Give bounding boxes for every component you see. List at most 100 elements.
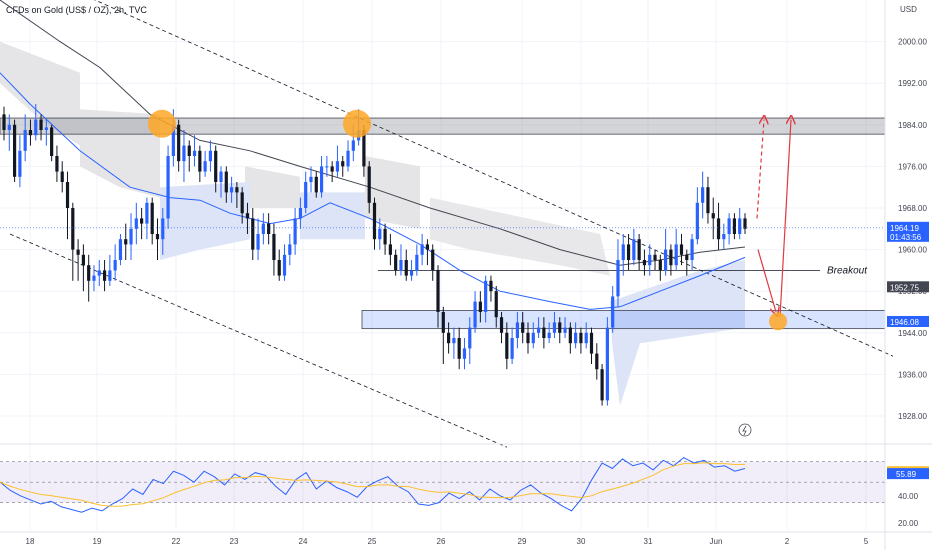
candle [595, 343, 599, 380]
candle-body [224, 171, 228, 193]
candle [642, 249, 647, 276]
candle-body [542, 327, 546, 338]
candle-body [674, 244, 678, 266]
candle-body [23, 130, 27, 151]
price-tick-label: 1936.00 [898, 370, 927, 379]
candle [425, 239, 430, 266]
candle-body [60, 171, 64, 182]
candle [685, 249, 689, 276]
candle [664, 228, 668, 276]
candle-body [738, 218, 742, 234]
price-tick-label: 1992.00 [898, 79, 927, 88]
candle-body [648, 254, 652, 266]
candle-body [240, 192, 244, 214]
candle [55, 145, 59, 182]
candle [92, 265, 96, 292]
time-tick-label: 5 [864, 537, 869, 546]
candle [452, 327, 456, 359]
candle [34, 104, 38, 141]
candle-body [102, 270, 107, 281]
time-tick-label: 31 [644, 537, 653, 546]
candle-body [743, 218, 747, 229]
candle [536, 317, 541, 338]
price-badge-value: 1952.75 [890, 283, 919, 292]
candle [468, 317, 472, 364]
candle-body [362, 130, 366, 167]
time-tick-label: 19 [93, 537, 102, 546]
candle-body [309, 176, 313, 182]
price-tick-label: 1944.00 [898, 329, 927, 338]
candle-body [219, 171, 223, 182]
candle-body [208, 150, 213, 162]
candle-body [341, 161, 345, 167]
candle [203, 150, 207, 177]
candle [245, 202, 250, 234]
candle-body [499, 317, 504, 333]
candle-body [653, 254, 657, 260]
candle [267, 213, 271, 245]
candle-body [637, 239, 641, 260]
time-tick-label: 23 [230, 537, 239, 546]
price-tick-label: 2000.00 [898, 38, 927, 47]
candle-body [658, 260, 662, 271]
candle [510, 327, 514, 364]
candle [584, 322, 588, 349]
candle-body [611, 296, 615, 328]
candle-body [118, 239, 123, 260]
time-tick-label: 2 [785, 537, 790, 546]
price-tick-label: 1968.00 [898, 204, 927, 213]
candle [722, 223, 726, 250]
candle [420, 234, 424, 266]
candle-body [447, 332, 451, 344]
time-tick-label: 26 [437, 537, 446, 546]
candle-body [129, 228, 133, 245]
candle [658, 254, 662, 281]
candle [563, 317, 567, 338]
candle [409, 260, 414, 281]
candle [102, 260, 107, 292]
time-tick-label: 30 [577, 537, 586, 546]
candle-body [732, 218, 737, 234]
candle [325, 156, 329, 177]
candle-body [695, 202, 699, 240]
candle [272, 223, 276, 276]
candle-body [39, 119, 43, 130]
candle-body [214, 150, 218, 182]
candle [341, 156, 345, 177]
candle-body [436, 270, 440, 312]
candle [611, 286, 615, 333]
candle-body [34, 119, 38, 136]
candle-body [171, 124, 175, 156]
candle-body [457, 338, 461, 359]
candle-body [7, 124, 11, 130]
candle-body [251, 218, 255, 250]
cloud-grey-5 [430, 197, 610, 276]
candle-body [277, 260, 281, 276]
candle [65, 171, 70, 240]
candle [346, 140, 350, 172]
currency-label: USD [900, 5, 917, 14]
candle [626, 234, 631, 271]
ema-line [0, 72, 746, 310]
lightning-icon-bolt [742, 425, 747, 436]
candle-body [44, 127, 48, 130]
candle-body [76, 249, 80, 255]
candle-body [632, 239, 636, 260]
candle [457, 327, 461, 370]
candle [187, 140, 191, 172]
candle [304, 171, 308, 214]
candle [145, 197, 149, 240]
candle-body [187, 145, 191, 156]
candle-body [415, 254, 419, 271]
price-tick-label: 1928.00 [898, 412, 927, 421]
cloud-blue-2 [300, 192, 365, 240]
candle-body [595, 353, 599, 370]
candle-body [282, 254, 287, 276]
candle [478, 291, 482, 323]
candle-body [484, 280, 488, 312]
candle [436, 265, 440, 328]
candle-body [372, 202, 377, 240]
candle [526, 322, 530, 354]
candle [235, 182, 239, 208]
